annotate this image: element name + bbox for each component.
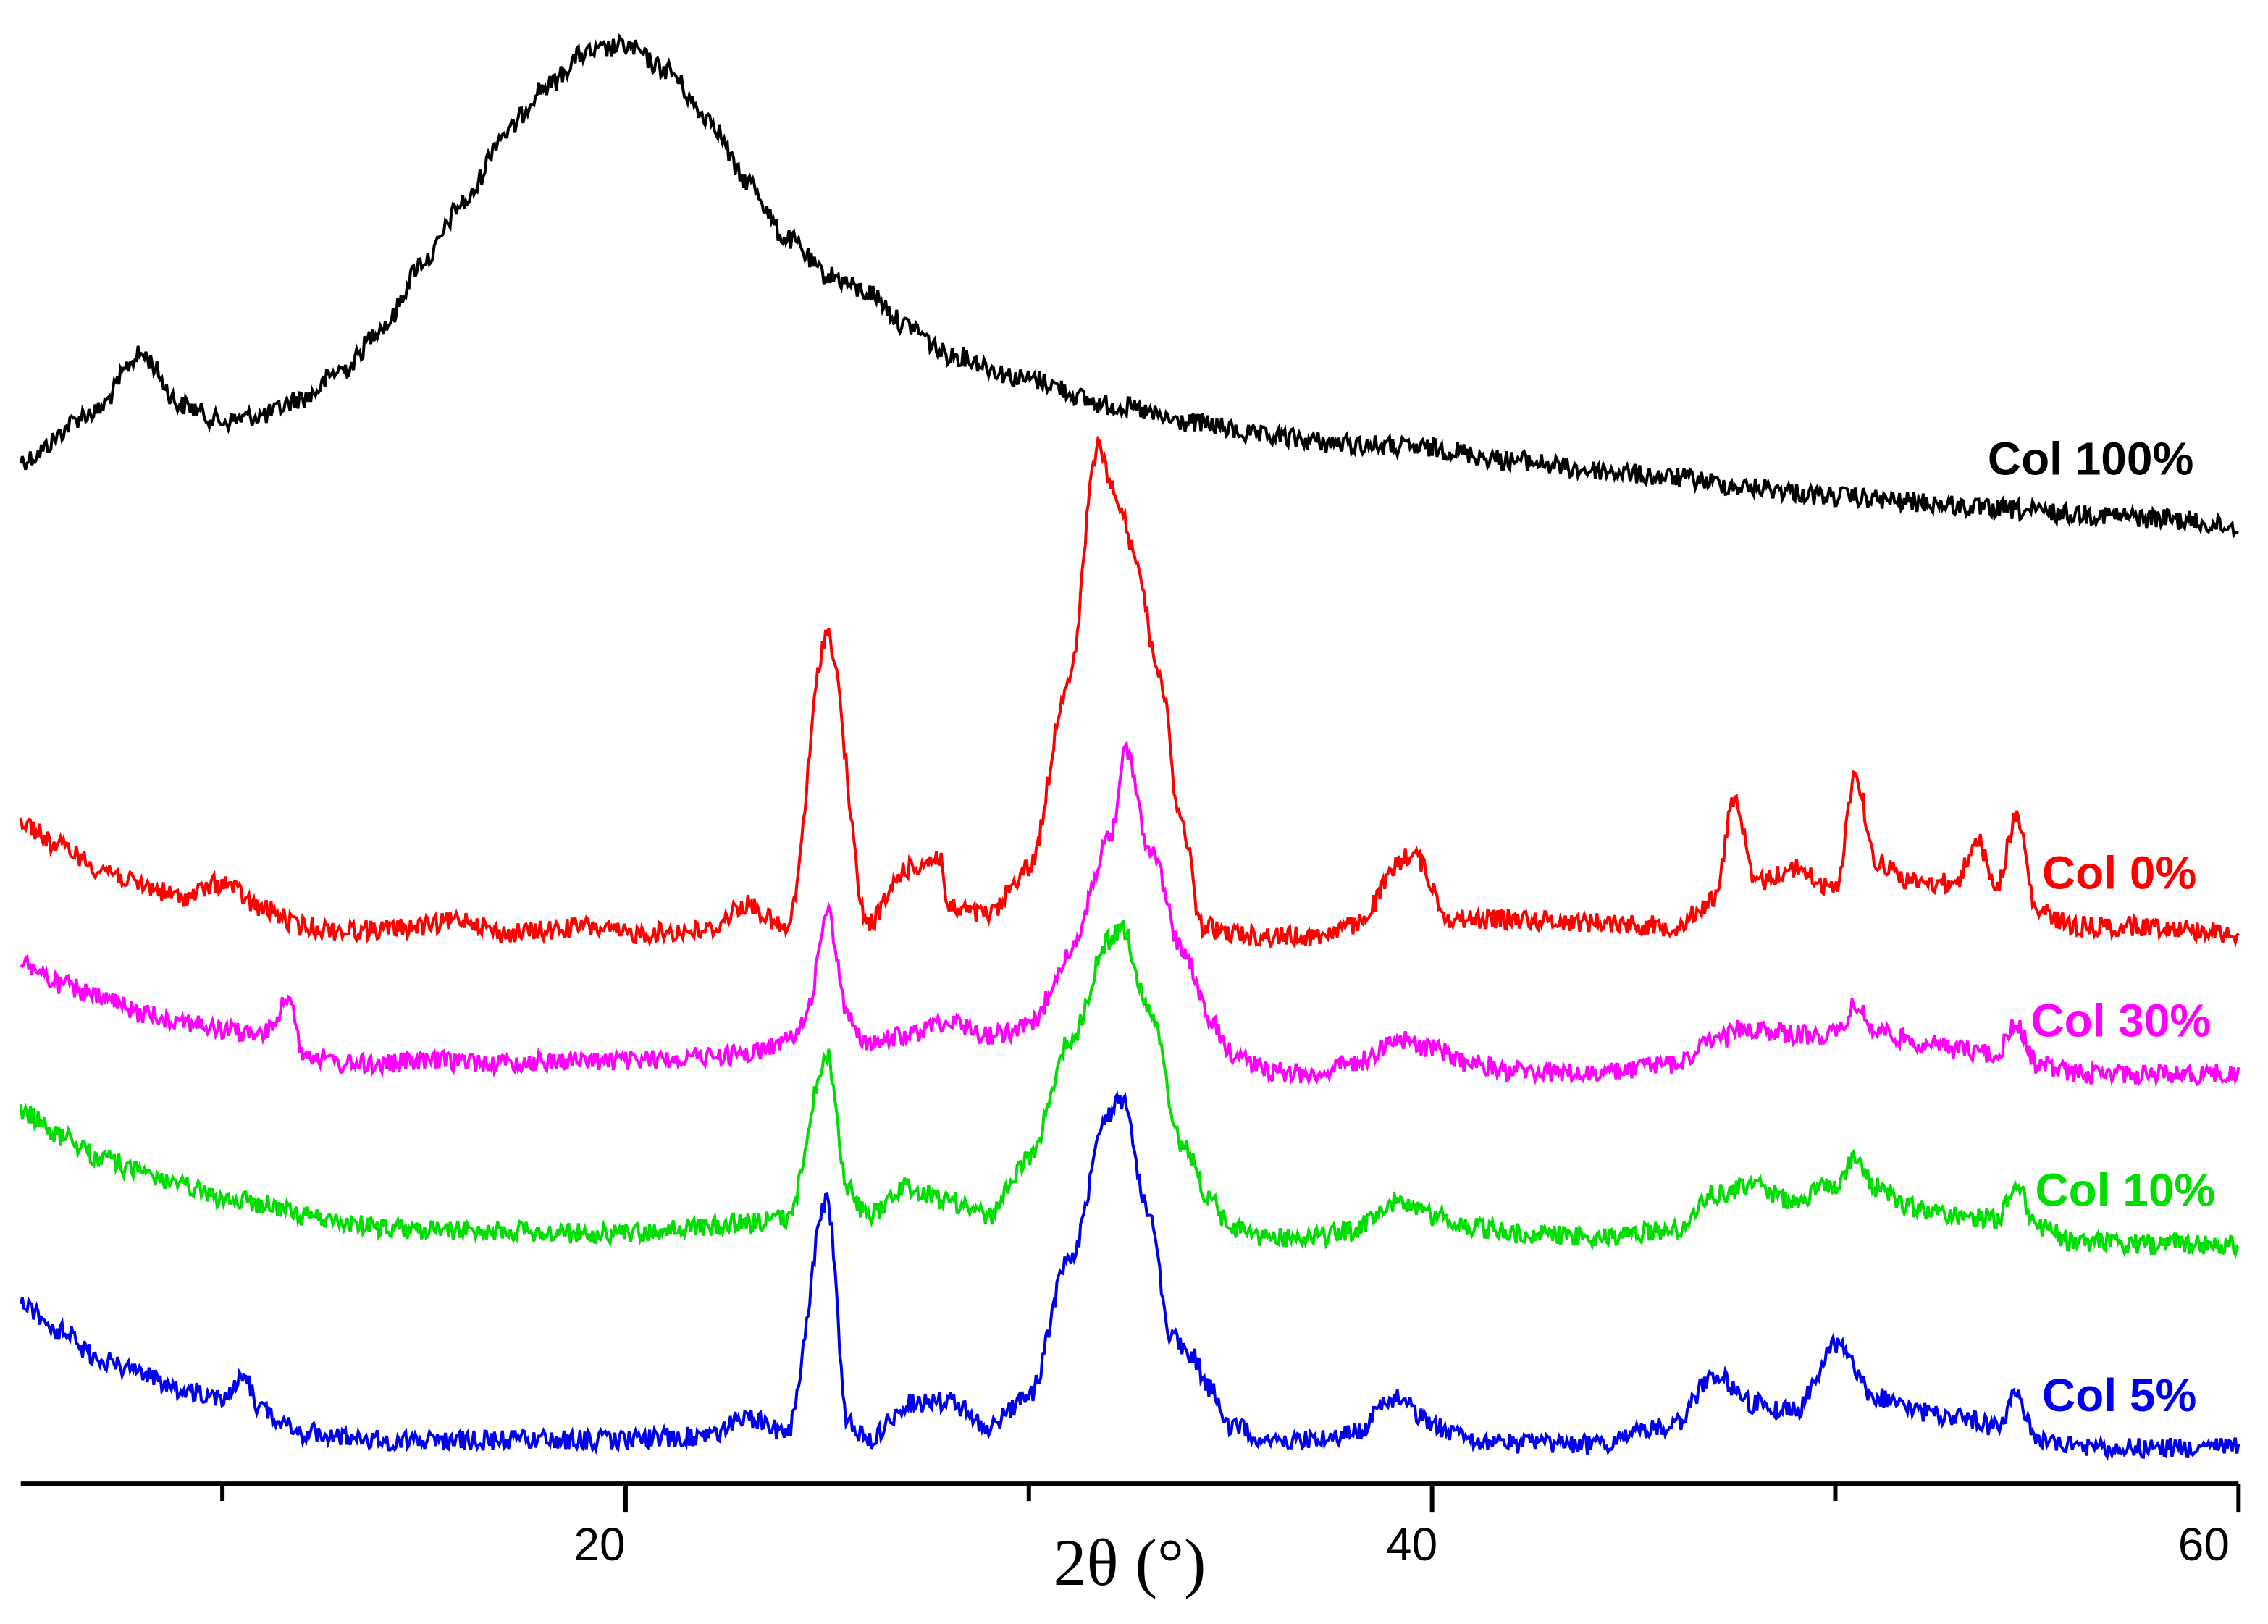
x-tick-label: 40 — [1386, 1518, 1437, 1570]
series-label-col-0-: Col 0% — [2042, 846, 2196, 899]
series-line-col-30- — [20, 739, 2240, 1087]
x-axis-title: 2θ (°) — [1054, 1526, 1206, 1599]
series-labels: Col 100% Col 0% Col 30% Col 10% Col 5% — [1988, 433, 2215, 1421]
series-label-col-100-: Col 100% — [1988, 433, 2193, 485]
series-line-col-100- — [19, 33, 2239, 539]
series-label-col-10-: Col 10% — [2035, 1164, 2215, 1216]
x-tick-label: 60 — [2178, 1518, 2230, 1570]
series-label-col-30-: Col 30% — [2030, 994, 2211, 1046]
series-label-col-5-: Col 5% — [2042, 1369, 2196, 1421]
series-line-col-0- — [19, 435, 2240, 950]
traces — [19, 33, 2240, 1462]
series-line-col-10- — [19, 920, 2240, 1259]
series-line-col-5- — [19, 1090, 2240, 1462]
x-axis: 20 40 60 — [20, 1481, 2241, 1570]
x-tick-label: 20 — [574, 1518, 625, 1570]
